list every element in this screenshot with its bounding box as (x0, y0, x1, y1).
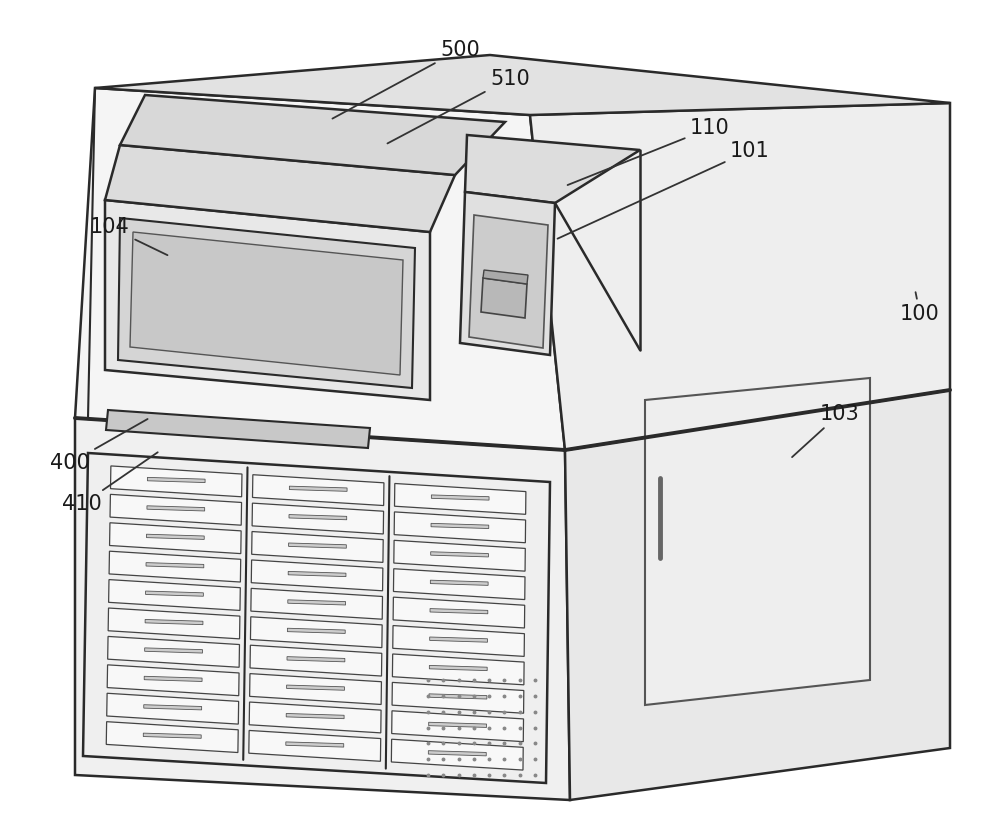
Text: 101: 101 (558, 141, 770, 239)
Polygon shape (393, 625, 524, 657)
Polygon shape (288, 600, 346, 605)
Polygon shape (110, 495, 242, 525)
Polygon shape (249, 702, 381, 733)
Polygon shape (431, 495, 489, 500)
Polygon shape (394, 540, 525, 571)
Polygon shape (252, 503, 384, 534)
Polygon shape (392, 682, 524, 713)
Polygon shape (108, 637, 239, 667)
Polygon shape (429, 666, 487, 671)
Polygon shape (286, 714, 344, 719)
Polygon shape (392, 711, 524, 742)
Polygon shape (143, 733, 201, 739)
Polygon shape (460, 192, 555, 355)
Polygon shape (289, 514, 347, 519)
Polygon shape (286, 742, 344, 747)
Polygon shape (109, 551, 241, 582)
Polygon shape (391, 739, 523, 770)
Polygon shape (430, 581, 488, 586)
Polygon shape (431, 523, 489, 528)
Polygon shape (105, 200, 430, 400)
Polygon shape (250, 645, 382, 676)
Polygon shape (469, 215, 548, 348)
Polygon shape (428, 751, 486, 756)
Text: 400: 400 (50, 419, 148, 473)
Text: 100: 100 (900, 292, 940, 324)
Polygon shape (145, 619, 203, 624)
Polygon shape (95, 55, 950, 115)
Polygon shape (107, 693, 239, 724)
Polygon shape (289, 543, 346, 548)
Polygon shape (106, 410, 370, 448)
Polygon shape (106, 722, 238, 753)
Polygon shape (120, 95, 505, 175)
Text: 103: 103 (792, 404, 860, 457)
Polygon shape (430, 637, 487, 643)
Text: 510: 510 (387, 69, 530, 143)
Text: 500: 500 (332, 40, 480, 118)
Polygon shape (393, 597, 525, 628)
Polygon shape (430, 609, 488, 614)
Polygon shape (147, 506, 205, 511)
Polygon shape (287, 657, 345, 662)
Polygon shape (250, 674, 381, 705)
Polygon shape (431, 552, 488, 557)
Polygon shape (146, 562, 204, 568)
Polygon shape (145, 648, 202, 653)
Polygon shape (147, 477, 205, 483)
Polygon shape (146, 534, 204, 539)
Polygon shape (249, 730, 381, 762)
Polygon shape (429, 722, 487, 728)
Polygon shape (108, 608, 240, 638)
Polygon shape (483, 270, 528, 284)
Polygon shape (253, 475, 384, 505)
Polygon shape (146, 591, 203, 596)
Polygon shape (252, 532, 383, 562)
Polygon shape (105, 145, 455, 232)
Polygon shape (144, 705, 202, 710)
Polygon shape (130, 232, 403, 375)
Polygon shape (110, 523, 241, 553)
Polygon shape (395, 484, 526, 514)
Text: 410: 410 (62, 452, 158, 514)
Polygon shape (393, 569, 525, 600)
Polygon shape (394, 512, 526, 543)
Polygon shape (392, 654, 524, 685)
Polygon shape (251, 560, 383, 590)
Polygon shape (645, 378, 870, 705)
Polygon shape (289, 486, 347, 491)
Text: 110: 110 (568, 118, 730, 185)
Polygon shape (75, 418, 570, 800)
Polygon shape (429, 694, 487, 699)
Polygon shape (250, 617, 382, 648)
Text: 104: 104 (90, 218, 167, 256)
Polygon shape (288, 571, 346, 576)
Polygon shape (287, 629, 345, 633)
Polygon shape (111, 466, 242, 497)
Polygon shape (251, 588, 382, 619)
Polygon shape (481, 278, 527, 318)
Polygon shape (465, 135, 640, 203)
Polygon shape (107, 665, 239, 696)
Polygon shape (565, 390, 950, 800)
Polygon shape (109, 580, 240, 610)
Polygon shape (83, 453, 550, 783)
Polygon shape (118, 218, 415, 388)
Polygon shape (530, 103, 950, 450)
Polygon shape (287, 685, 344, 691)
Polygon shape (144, 676, 202, 681)
Polygon shape (75, 88, 565, 450)
